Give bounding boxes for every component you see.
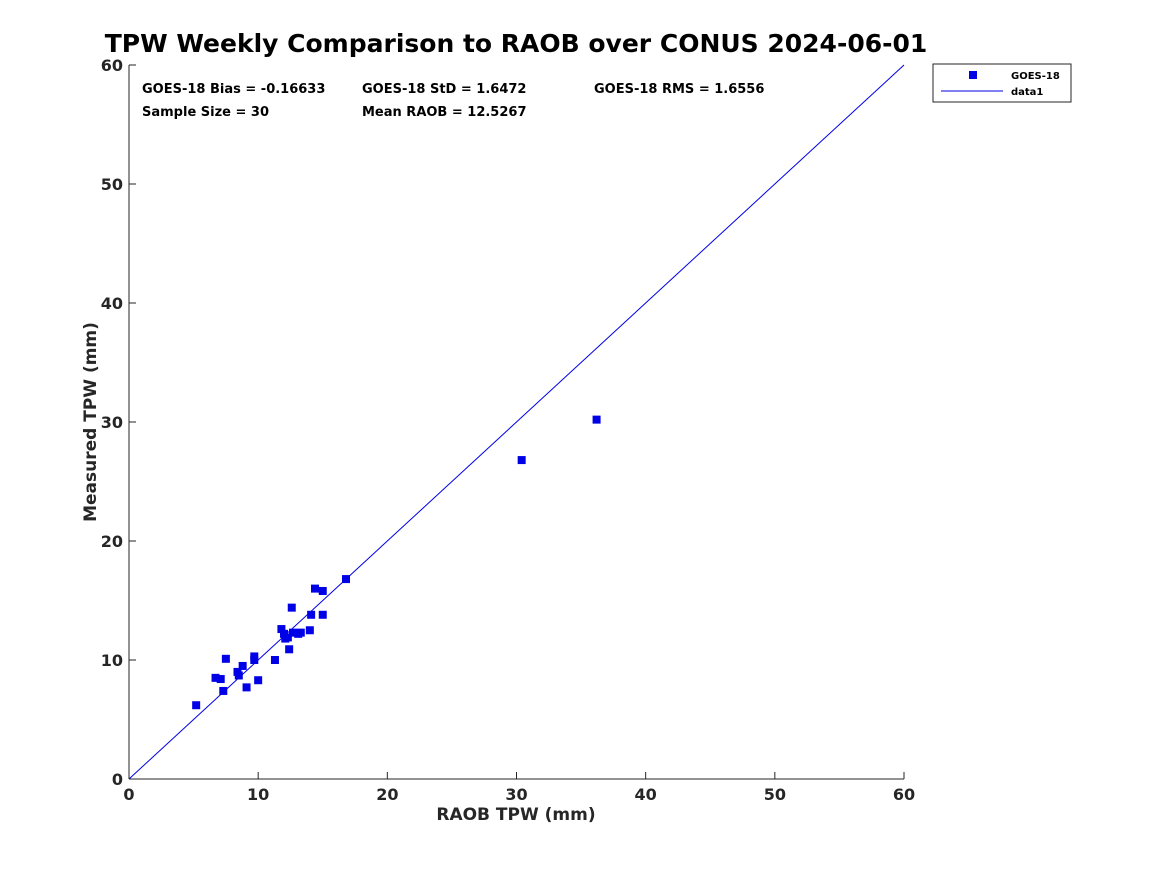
scatter-point (318, 610, 327, 619)
legend-marker-square (969, 71, 977, 79)
legend-label-data1: data1 (1011, 87, 1043, 98)
y-tick-label: 10 (101, 651, 123, 670)
scatter-point (270, 656, 279, 664)
series-layer (128, 64, 905, 780)
scatter-point (216, 675, 225, 684)
scatter-point (305, 626, 314, 635)
x-tick-label: 40 (635, 785, 657, 804)
scatter-point (296, 628, 305, 637)
scatter-point (221, 654, 230, 663)
legend-label-goes18: GOES-18 (1011, 71, 1060, 82)
x-tick-label: 10 (247, 785, 269, 804)
plot-area: 0 10 20 30 40 50 60 0 10 20 30 40 50 60 (101, 56, 915, 804)
mean-raob-annotation: Mean RAOB = 12.5267 (362, 105, 527, 120)
legend-box (932, 63, 1072, 103)
y-tick-label: 60 (101, 56, 123, 75)
x-tick-label: 60 (893, 785, 915, 804)
y-tick-label: 20 (101, 532, 123, 551)
axis-ticks: 0 10 20 30 40 50 60 0 10 20 30 40 50 60 (101, 56, 915, 804)
scatter-point (234, 671, 243, 680)
scatter-point (307, 610, 316, 619)
sample-size-annotation: Sample Size = 30 (142, 105, 269, 120)
scatter-point (592, 415, 601, 424)
x-tick-label: 0 (123, 785, 134, 804)
x-tick-label: 30 (505, 785, 527, 804)
std-annotation: GOES-18 StD = 1.6472 (362, 82, 526, 97)
y-tick-label: 40 (101, 294, 123, 313)
stats-annotations: GOES-18 Bias = -0.16633 GOES-18 StD = 1.… (142, 82, 764, 120)
legend: GOES-18 data1 (932, 63, 1072, 103)
scatter-point (318, 586, 327, 595)
scatter-point (254, 676, 263, 685)
scatter-point (238, 661, 247, 670)
scatter-point (285, 645, 294, 654)
scatter-point (283, 633, 292, 642)
rms-annotation: GOES-18 RMS = 1.6556 (594, 82, 764, 97)
x-tick-label: 20 (376, 785, 398, 804)
scatter-point (289, 628, 298, 637)
scatter-point (192, 701, 201, 710)
y-tick-label: 0 (112, 770, 123, 789)
scatter-point (211, 673, 220, 682)
x-tick-label: 50 (764, 785, 786, 804)
y-axis-label: Measured TPW (mm) (81, 322, 101, 522)
scatter-point (219, 686, 228, 695)
scatter-point (287, 603, 296, 612)
chart-title: TPW Weekly Comparison to RAOB over CONUS… (105, 29, 928, 58)
scatter-point (517, 456, 526, 465)
scatter-point (277, 625, 286, 634)
y-tick-label: 30 (101, 413, 123, 432)
scatter-point (250, 652, 259, 661)
y-tick-label: 50 (101, 175, 123, 194)
scatter-point (242, 683, 251, 692)
x-axis-label: RAOB TPW (mm) (436, 805, 595, 825)
bias-annotation: GOES-18 Bias = -0.16633 (142, 82, 325, 97)
scatter-point (342, 575, 350, 584)
scatter-point (311, 584, 319, 593)
